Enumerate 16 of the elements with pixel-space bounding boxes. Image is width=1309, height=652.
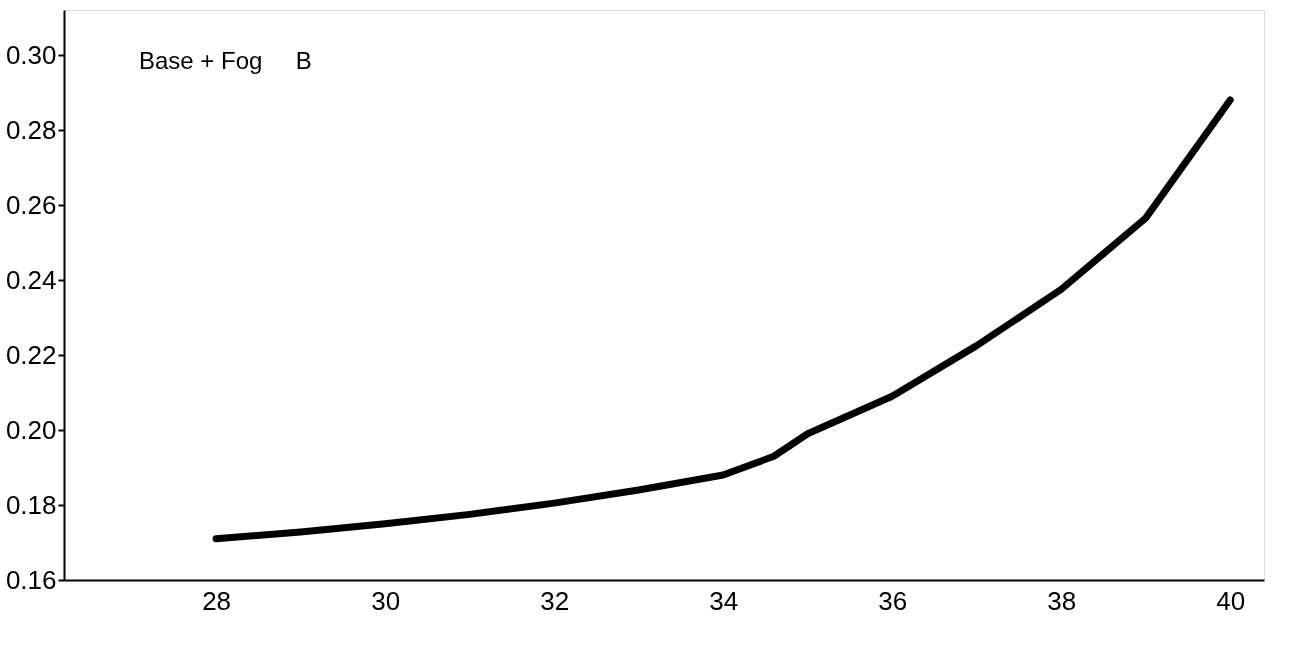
x-tick-label: 34 — [709, 585, 739, 616]
annotation: Base + Fog B — [139, 47, 312, 74]
y-tick-label: 0.22 — [5, 339, 57, 370]
y-tick-label: 0.24 — [5, 264, 57, 295]
x-tick-label: 32 — [540, 585, 570, 616]
x-tick-label: 28 — [202, 585, 232, 616]
y-tick-label: 0.18 — [5, 489, 57, 520]
x-tick-label: 40 — [1216, 585, 1246, 616]
y-tick-label: 0.26 — [5, 189, 57, 220]
y-tick-label: 0.28 — [5, 114, 57, 145]
y-tick-label: 0.20 — [5, 414, 57, 445]
y-tick-label: 0.16 — [5, 564, 57, 595]
x-tick-label: 36 — [878, 585, 908, 616]
y-tick-label: 0.30 — [5, 39, 57, 70]
x-tick-label: 38 — [1047, 585, 1077, 616]
x-tick-label: 30 — [371, 585, 401, 616]
